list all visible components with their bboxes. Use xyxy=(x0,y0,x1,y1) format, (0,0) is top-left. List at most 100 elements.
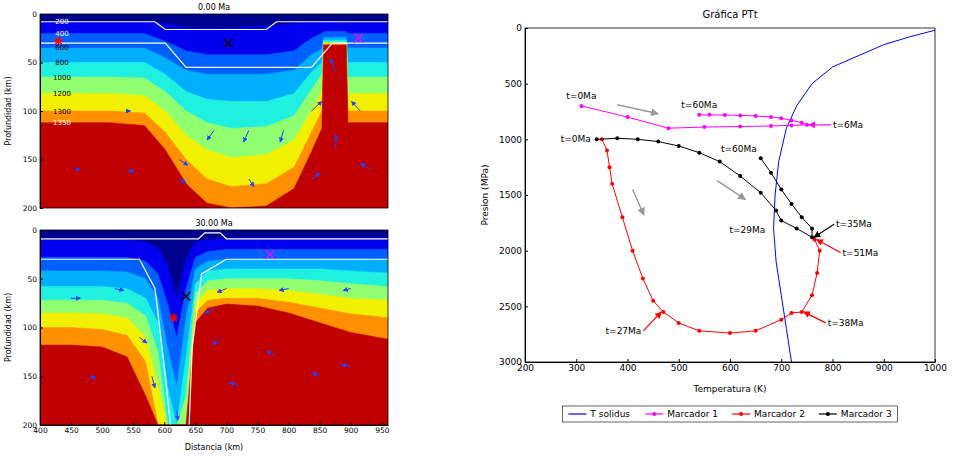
temperature-band xyxy=(40,289,388,426)
tick-mark xyxy=(730,359,731,362)
background-field xyxy=(40,230,388,425)
tick-label: 550 xyxy=(127,426,142,435)
tick-mark xyxy=(226,422,227,425)
data-point xyxy=(667,126,671,130)
plot-area xyxy=(40,230,388,425)
tick: 400 xyxy=(619,359,636,373)
velocity-arrow xyxy=(127,111,130,112)
tick-label: 1000 xyxy=(499,135,522,145)
data-point xyxy=(769,124,773,128)
tick-label: 750 xyxy=(251,426,266,435)
annotation: t=60Ma xyxy=(681,100,717,110)
velocity-arrow xyxy=(71,298,80,299)
tick-label: 650 xyxy=(189,426,204,435)
legend-marker xyxy=(826,412,830,416)
tick-label: 2000 xyxy=(499,246,522,256)
annotation: t=38Ma xyxy=(828,318,864,328)
data-point xyxy=(759,156,763,160)
velocity-arrow xyxy=(312,372,319,376)
tick-mark xyxy=(40,328,43,329)
tick-label: 950 xyxy=(375,426,390,435)
tick-label: 100 xyxy=(23,323,38,332)
velocity-arrow xyxy=(249,179,254,187)
data-point xyxy=(754,329,758,333)
tick: 50 xyxy=(27,58,43,67)
temperature-band xyxy=(40,44,388,208)
tick: 100 xyxy=(23,323,43,332)
tick-label: 800 xyxy=(282,426,297,435)
marker-stroke xyxy=(170,315,176,321)
data-point xyxy=(651,299,655,303)
velocity-arrow xyxy=(139,337,146,343)
velocity-arrow xyxy=(179,160,188,166)
data-point xyxy=(800,121,804,125)
tick-label: 50 xyxy=(27,58,37,67)
data-point xyxy=(610,182,614,186)
data-point xyxy=(697,329,701,333)
data-point xyxy=(790,123,794,127)
tick-mark xyxy=(628,359,629,362)
tick-label: 500 xyxy=(671,363,688,373)
direction-arrow xyxy=(633,189,644,215)
data-point xyxy=(697,151,701,155)
velocity-arrow xyxy=(341,365,350,367)
isotherm-label: 400 xyxy=(55,30,68,38)
velocity-arrow xyxy=(343,289,350,291)
temperature-band xyxy=(40,250,388,426)
tick-mark xyxy=(525,139,528,140)
velocity-arrow xyxy=(331,59,336,73)
velocity-arrow xyxy=(75,169,80,170)
tick-mark xyxy=(195,422,196,425)
tick-label: 400 xyxy=(619,363,636,373)
marker-point xyxy=(182,292,191,301)
tick-label: 700 xyxy=(773,363,790,373)
tick: 550 xyxy=(127,422,142,435)
tick-label: 0 xyxy=(516,23,522,33)
tick: 0 xyxy=(32,226,43,235)
tick-label: 700 xyxy=(220,426,235,435)
temperature-band xyxy=(40,259,388,425)
tick-label: 2500 xyxy=(499,302,522,312)
velocity-arrow xyxy=(152,376,155,388)
tick-label: 0 xyxy=(32,10,37,19)
data-point xyxy=(815,271,819,275)
velocity-arrow xyxy=(280,130,283,142)
data-point xyxy=(779,219,783,223)
tick-mark xyxy=(525,251,528,252)
direction-arrow xyxy=(617,105,658,114)
data-point xyxy=(790,311,794,315)
panel-title: 30.00 Ma xyxy=(195,219,232,228)
figure: 0501001502002004006008001000120013001350… xyxy=(0,0,958,475)
velocity-arrow xyxy=(311,173,320,179)
tick: 700 xyxy=(773,359,790,373)
tick-mark xyxy=(164,422,165,425)
tick-label: 3000 xyxy=(499,357,522,367)
data-point xyxy=(620,215,624,219)
data-point xyxy=(779,318,783,322)
data-point xyxy=(818,249,822,253)
tick-mark xyxy=(40,160,43,161)
velocity-arrow xyxy=(311,101,321,111)
isotherm-label: 800 xyxy=(55,59,68,67)
annotation: t=29Ma xyxy=(729,225,765,235)
velocity-arrow xyxy=(213,337,220,345)
tick-mark xyxy=(351,422,352,425)
data-point xyxy=(810,226,814,230)
data-point xyxy=(738,125,742,129)
tick: 50 xyxy=(27,275,43,284)
tick-label: 900 xyxy=(876,363,893,373)
data-point xyxy=(631,249,635,253)
marker-point xyxy=(265,250,274,259)
data-point xyxy=(605,148,609,152)
tick-label: 300 xyxy=(568,363,585,373)
marker-stroke xyxy=(55,38,61,44)
legend-frame xyxy=(562,406,897,422)
isotherm-label: 200 xyxy=(55,18,68,26)
plot-frame xyxy=(40,14,388,208)
tick-mark xyxy=(576,359,577,362)
tick: 2000 xyxy=(499,246,528,256)
tick-label: 1000 xyxy=(924,363,947,373)
marker-stroke xyxy=(224,39,233,48)
tick-mark xyxy=(320,422,321,425)
data-point xyxy=(661,310,665,314)
